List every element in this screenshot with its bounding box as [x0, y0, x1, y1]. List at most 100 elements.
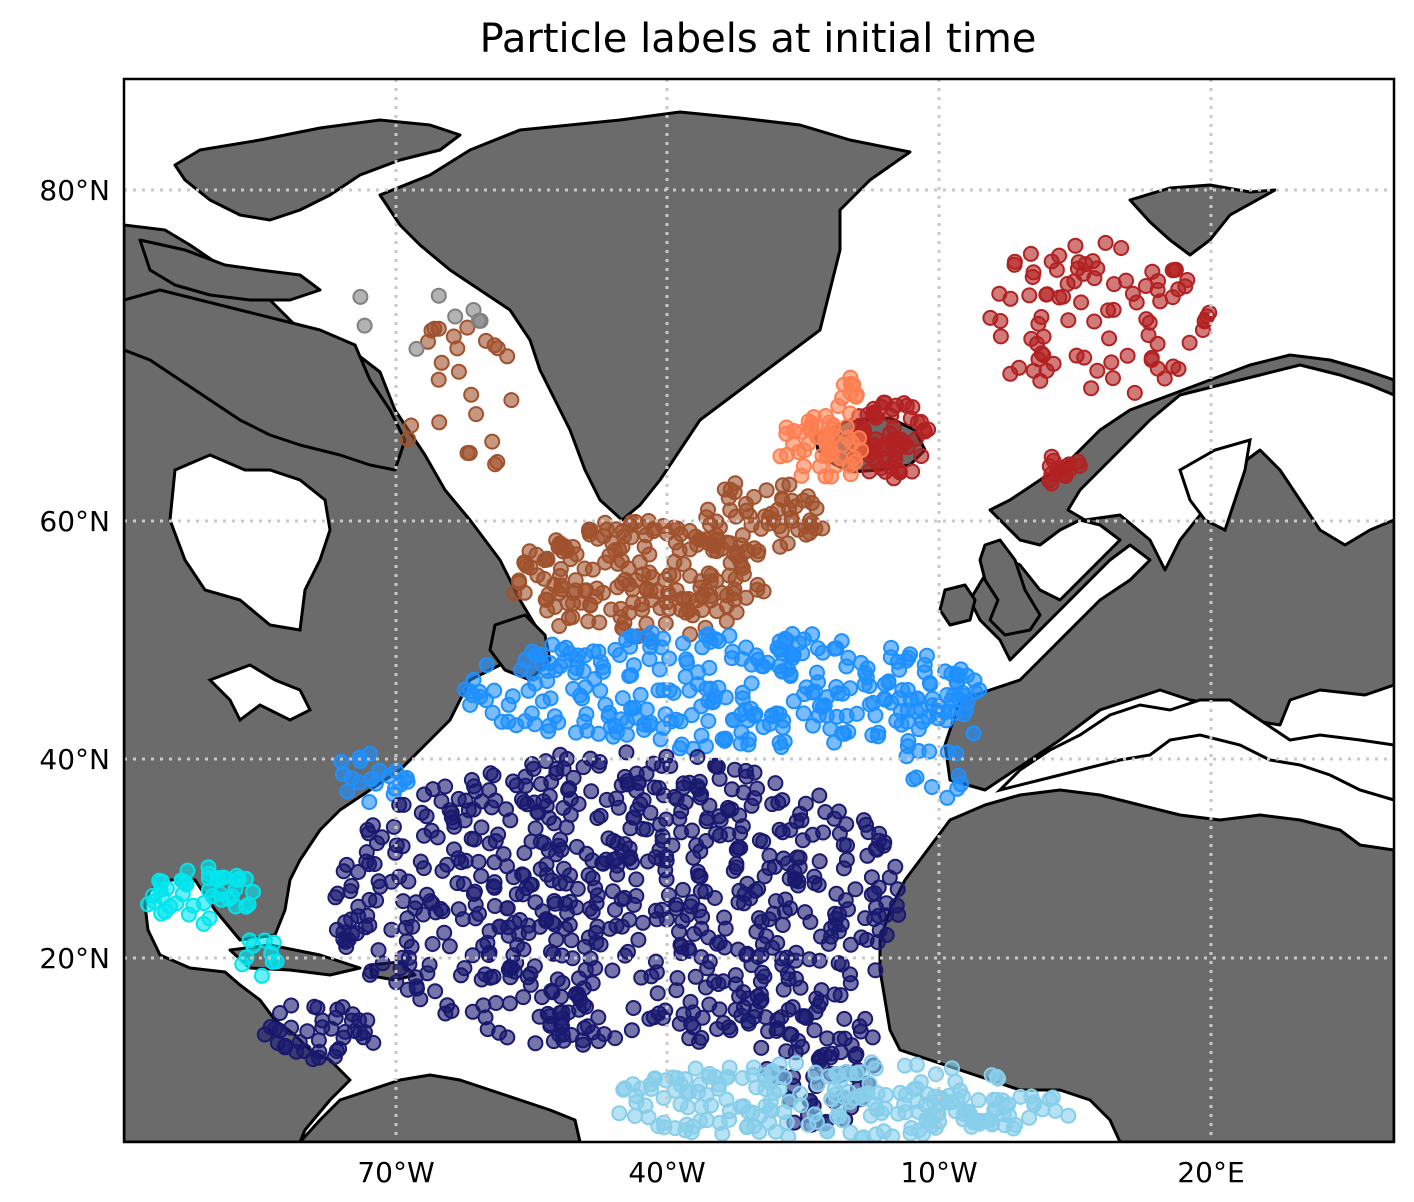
map-title: Particle labels at initial time: [480, 16, 1037, 62]
particle-dot: [604, 962, 621, 979]
particle-dot: [834, 437, 851, 453]
particle-dot: [767, 775, 784, 792]
particle-dot: [611, 541, 627, 558]
particle-dot: [667, 1082, 683, 1099]
particle-dot: [896, 1096, 913, 1113]
particle-dot: [1181, 334, 1198, 351]
particle-dot: [460, 802, 477, 819]
particle-dot: [578, 998, 594, 1015]
particle-dot: [712, 812, 729, 829]
particle-dot: [228, 867, 245, 884]
ellesmere-island: [173, 118, 462, 222]
particle-dot: [912, 1074, 929, 1091]
particle-dot: [648, 964, 665, 981]
particle-dot: [636, 716, 652, 733]
greenland: [378, 110, 912, 522]
particle-dot: [467, 896, 484, 913]
particle-dot: [463, 772, 480, 788]
particle-dot: [373, 829, 390, 846]
particle-dot: [516, 555, 533, 572]
particle-dot: [722, 535, 739, 552]
particle-dot: [475, 997, 492, 1014]
particle-dot: [806, 1022, 823, 1039]
particle-dot: [436, 924, 453, 941]
particle-dot: [597, 554, 614, 571]
baltic-sea: [1178, 437, 1252, 533]
particle-dot: [652, 731, 669, 748]
particle-dot: [692, 531, 709, 548]
particle-dot: [709, 1021, 726, 1037]
particle-dot: [823, 468, 840, 485]
particle-dot: [692, 868, 709, 885]
particle-dot: [587, 880, 604, 896]
particle-dot: [625, 1000, 642, 1016]
particle-dot: [486, 898, 503, 914]
particle-dot: [863, 869, 880, 886]
lon-tick-label: 20°E: [1177, 1156, 1244, 1189]
particle-dot: [806, 1106, 823, 1123]
particle-dot: [727, 976, 744, 993]
particle-dot: [151, 872, 168, 889]
particle-dot: [502, 812, 519, 829]
particle-dot: [746, 540, 763, 557]
particle-dot: [185, 897, 202, 914]
particle-dot: [992, 328, 1009, 345]
particle-dot: [692, 1113, 708, 1130]
particle-dot: [463, 386, 480, 403]
particle-dot: [339, 783, 356, 800]
particle-dot: [431, 414, 448, 431]
land-layer: [124, 110, 1394, 1142]
particle-dot: [589, 810, 606, 826]
particle-dot: [700, 693, 717, 710]
particle-dot: [699, 960, 716, 977]
particle-dot: [1006, 256, 1023, 273]
particle-dot: [760, 1023, 777, 1040]
particle-dot: [753, 1039, 770, 1056]
particle-dot: [885, 419, 902, 436]
particle-dot: [878, 895, 895, 912]
particle-dot: [1089, 362, 1106, 379]
particle-dot: [430, 287, 447, 304]
particle-dot: [831, 1030, 848, 1047]
particle-dot: [1067, 237, 1084, 254]
particle-dot: [838, 708, 855, 724]
particle-dot: [708, 572, 725, 589]
particle-dot: [832, 987, 849, 1004]
particle-dot: [607, 1030, 624, 1047]
particle-dot: [478, 692, 494, 709]
particle-dot: [767, 1123, 784, 1140]
particle-dot: [238, 949, 255, 966]
particle-dot: [238, 898, 254, 915]
particle-dot: [503, 392, 520, 409]
particle-dot: [680, 1099, 696, 1116]
particle-dot: [838, 658, 855, 675]
particle-dot: [802, 914, 819, 930]
particle-dot: [628, 765, 645, 782]
particle-dot: [524, 756, 541, 773]
particle-dot: [692, 883, 709, 900]
particle-dot: [758, 482, 775, 499]
particle-dot: [662, 713, 679, 730]
particle-dot: [1021, 287, 1038, 304]
particle-dot: [1069, 260, 1086, 277]
particle-dot: [552, 831, 569, 848]
particle-dot: [940, 1087, 957, 1104]
particle-dot: [673, 945, 690, 962]
particle-dot: [740, 731, 757, 748]
particle-dot: [1150, 273, 1166, 289]
particle-dot: [288, 1043, 305, 1060]
particle-dot: [1105, 370, 1121, 387]
particle-dot: [924, 779, 940, 795]
particle-dot: [701, 1065, 718, 1082]
particle-dot: [863, 1054, 880, 1071]
particle-dot: [842, 966, 858, 983]
particle-dot: [775, 981, 792, 998]
particle-dot: [644, 569, 661, 586]
particle-dot: [902, 410, 919, 427]
particle-dot: [539, 602, 556, 619]
particle-dot: [576, 560, 593, 577]
particle-dot: [643, 624, 660, 641]
particle-dot: [822, 720, 839, 737]
particle-dot: [878, 927, 895, 943]
particle-dot: [504, 688, 521, 705]
